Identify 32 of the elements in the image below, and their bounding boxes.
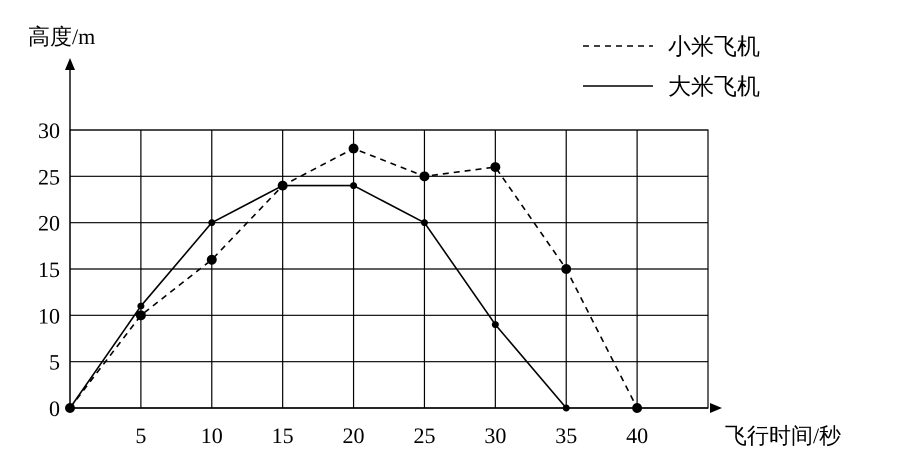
- legend-label: 大米飞机: [668, 74, 760, 99]
- point: [206, 254, 217, 265]
- y-tick-label: 20: [38, 210, 60, 236]
- y-tick-label: 30: [38, 118, 60, 143]
- point: [561, 264, 572, 274]
- point: [492, 321, 499, 328]
- point: [136, 310, 146, 320]
- x-tick-label: 25: [413, 423, 436, 448]
- x-tick-label: 20: [342, 423, 365, 448]
- x-tick-label: 10: [200, 423, 223, 448]
- point: [348, 144, 359, 154]
- x-axis-title: 飞行时间/秒: [724, 423, 842, 448]
- x-tick-label: 35: [555, 423, 578, 448]
- y-tick-label: 25: [38, 164, 60, 190]
- y-tick-label: 15: [38, 257, 60, 282]
- point: [419, 171, 430, 182]
- y-tick-label: 10: [38, 303, 60, 328]
- legend-label: 小米飞机: [668, 34, 760, 59]
- y-axis-title: 高度/m: [28, 24, 96, 49]
- x-tick-label: 15: [272, 423, 294, 448]
- point: [562, 404, 570, 412]
- point: [490, 162, 500, 172]
- x-tick-label: 30: [484, 423, 506, 448]
- point: [137, 302, 144, 310]
- y-tick-label: 5: [49, 350, 60, 375]
- x-tick-label: 40: [626, 423, 648, 448]
- x-tick-label: 5: [135, 423, 146, 448]
- point: [208, 219, 216, 226]
- point: [350, 182, 358, 190]
- point: [632, 403, 642, 413]
- y-tick-label: 0: [49, 396, 60, 421]
- point: [420, 219, 428, 226]
